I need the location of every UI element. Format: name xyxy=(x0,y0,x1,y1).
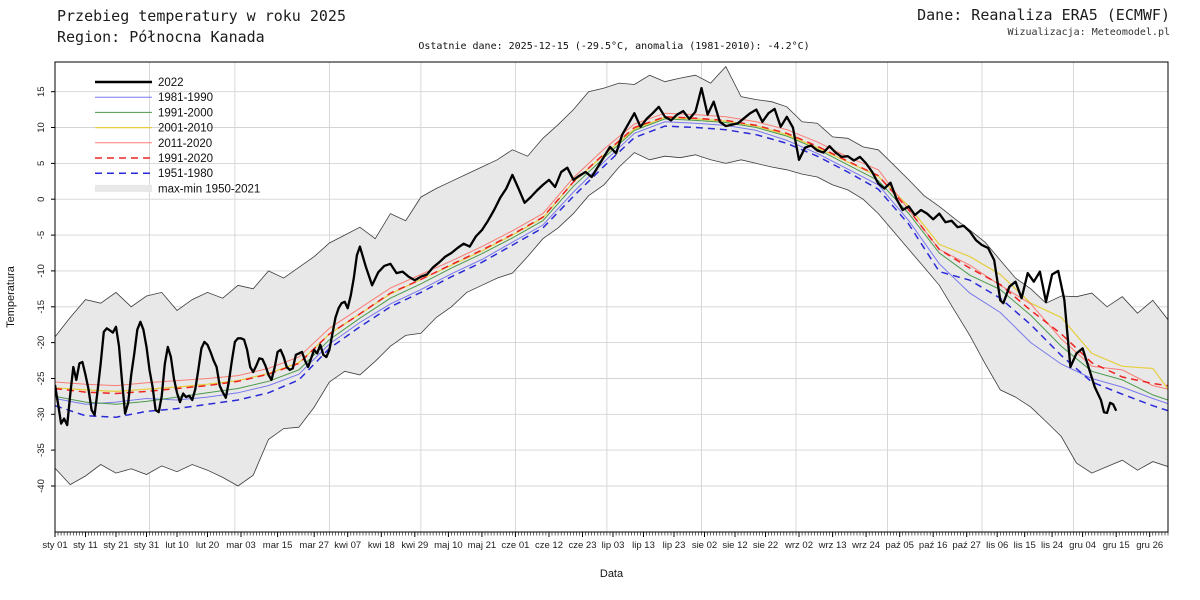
x-tick-label: gru 04 xyxy=(1069,540,1096,551)
x-tick-label: lut 20 xyxy=(196,540,219,551)
y-tick-label: -35 xyxy=(36,443,47,457)
x-tick-label: cze 01 xyxy=(501,540,529,551)
title-line-2: Region: Północna Kanada xyxy=(57,28,265,46)
legend-label: 1981-1990 xyxy=(158,92,213,104)
y-tick-label: -10 xyxy=(36,264,47,278)
legend-label: 1951-1980 xyxy=(158,168,213,180)
x-tick-label: lip 23 xyxy=(663,540,686,551)
y-tick-label: -25 xyxy=(36,372,47,386)
y-tick-label: -30 xyxy=(36,407,47,421)
legend-label: 2022 xyxy=(158,77,184,89)
legend-swatch-band xyxy=(95,184,152,192)
header-right: Dane: Reanaliza ERA5 (ECMWF) Wizualizacj… xyxy=(917,6,1170,38)
x-tick-label: gru 15 xyxy=(1103,540,1130,551)
last-data-subtitle: Ostatnie dane: 2025-12-15 (-29.5°C, anom… xyxy=(418,41,810,52)
legend: 2022 1981-1990 1991-2000 2001-2010 2011-2020… xyxy=(95,77,260,195)
x-axis-title: Data xyxy=(600,568,624,580)
x-tick-label: sty 31 xyxy=(134,540,159,551)
y-axis-title: Temperatura xyxy=(5,265,17,328)
y-tick-label: 0 xyxy=(36,197,47,202)
x-tick-label: sty 01 xyxy=(42,540,67,551)
band-max-min-1950-2021 xyxy=(55,66,1168,486)
x-tick-label: paź 16 xyxy=(919,540,948,551)
y-tick-label: -15 xyxy=(36,300,47,314)
x-tick-label: wrz 02 xyxy=(784,540,813,551)
x-tick-label: mar 15 xyxy=(263,540,293,551)
plot-area xyxy=(55,65,1168,487)
y-axis: 15 10 5 0 -5 -10 -15 -20 -25 -30 -35 -40 Temperatura xyxy=(5,86,55,493)
x-tick-label: cze 12 xyxy=(535,540,563,551)
y-tick-label: 15 xyxy=(36,86,47,97)
data-source-label: Dane: Reanaliza ERA5 (ECMWF) xyxy=(917,6,1170,24)
page-title: Przebieg temperatury w roku 2025 Region:… xyxy=(57,6,346,48)
x-axis: sty 01 sty 11 sty 21 sty 31 lut 10 lut 20 mar … xyxy=(42,532,1169,580)
x-tick-label: cze 23 xyxy=(569,540,597,551)
x-tick-label: lis 15 xyxy=(1014,540,1036,551)
x-tick-label: mar 27 xyxy=(299,540,329,551)
legend-label: 2011-2020 xyxy=(158,138,212,150)
band-max-outline xyxy=(55,65,1168,338)
x-tick-label: lip 03 xyxy=(602,540,625,551)
legend-label: 2001-2010 xyxy=(158,123,213,135)
x-tick-label: kwi 18 xyxy=(368,540,395,551)
x-tick-label: sie 02 xyxy=(692,540,717,551)
x-tick-label: sty 11 xyxy=(73,540,98,551)
x-tick-label: maj 21 xyxy=(468,540,497,551)
x-tick-label: paź 27 xyxy=(952,540,981,551)
plot-frame xyxy=(54,61,1169,533)
x-tick-label: mar 03 xyxy=(226,540,256,551)
x-tick-label: lis 06 xyxy=(986,540,1008,551)
x-tick-label: gru 26 xyxy=(1136,540,1163,551)
legend-label: 1991-2020 xyxy=(158,153,213,165)
series-2022-observed-line xyxy=(55,86,1118,427)
x-tick-label: sie 12 xyxy=(722,540,747,551)
x-tick-label: lut 10 xyxy=(165,540,188,551)
x-tick-label: wrz 13 xyxy=(818,540,847,551)
x-tick-label: maj 10 xyxy=(434,540,463,551)
y-tick-label: -40 xyxy=(36,479,47,493)
x-tick-label: sie 22 xyxy=(753,540,778,551)
y-tick-label: 10 xyxy=(36,122,47,133)
y-tick-label: 5 xyxy=(36,161,47,166)
x-tick-label: paź 05 xyxy=(885,540,914,551)
x-tick-label: kwi 29 xyxy=(401,540,428,551)
x-tick-label: lis 24 xyxy=(1041,540,1063,551)
x-tick-label: wrz 24 xyxy=(851,540,880,551)
band-min-outline xyxy=(55,152,1168,487)
x-tick-label: lip 13 xyxy=(632,540,655,551)
legend-label: max-min 1950-2021 xyxy=(158,183,260,195)
x-tick-label: sty 21 xyxy=(103,540,128,551)
title-line-1: Przebieg temperatury w roku 2025 xyxy=(57,7,346,25)
series-2011-2020-line xyxy=(55,112,1168,390)
y-tick-label: -20 xyxy=(36,336,47,350)
legend-label: 1991-2000 xyxy=(158,107,213,119)
x-tick-label: kwi 07 xyxy=(334,540,361,551)
visualization-credit: Wizualizacja: Meteomodel.pl xyxy=(1007,27,1170,38)
y-tick-label: -5 xyxy=(36,231,47,239)
